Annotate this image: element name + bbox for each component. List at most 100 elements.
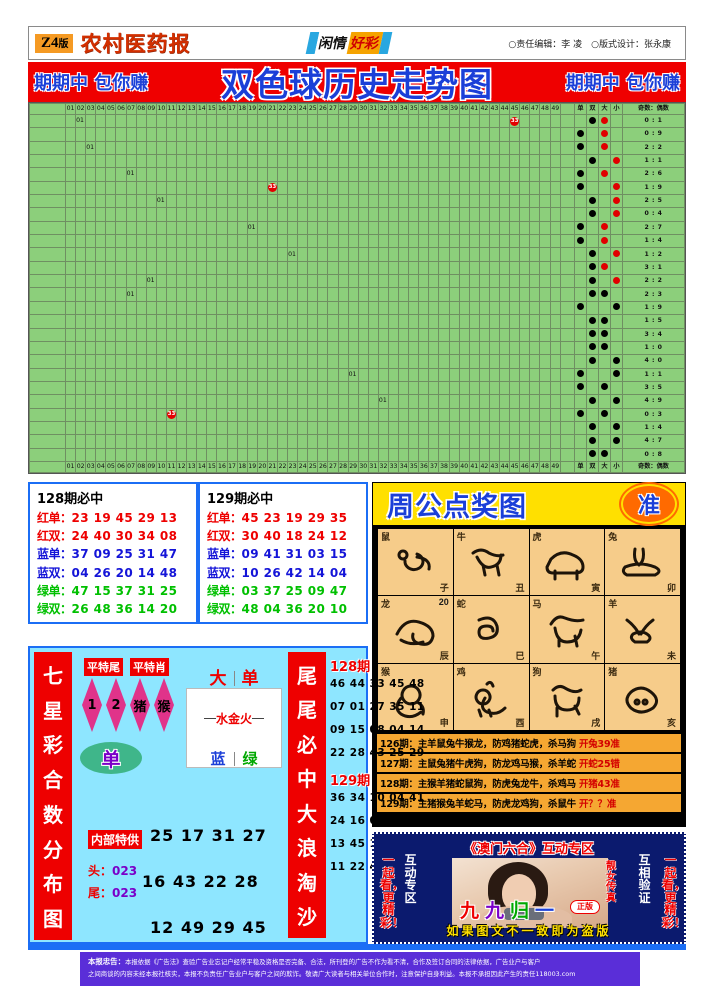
trend-cell: 01 <box>145 274 157 289</box>
interactive-ad-banner[interactable]: 《澳门六合》互动专区 一起看，更精彩！ 互动专区 互相验证 一起看，更精彩！ 靓… <box>372 832 686 944</box>
trend-cell <box>64 194 77 209</box>
trend-cell <box>438 207 450 222</box>
status-dot <box>589 276 596 284</box>
trend-cell <box>539 394 551 409</box>
trend-cell <box>246 167 258 182</box>
trend-cell <box>478 327 490 342</box>
trend-cell <box>236 447 248 463</box>
spacer-cell <box>560 340 575 356</box>
trend-cell <box>509 180 521 196</box>
trend-cell <box>236 407 248 422</box>
trend-cell <box>337 447 349 463</box>
xiao-marker <box>610 207 623 222</box>
trend-cell <box>478 220 490 236</box>
da-marker <box>598 154 611 169</box>
trend-cell <box>377 247 390 262</box>
trend-cell <box>287 194 299 209</box>
odd-even-ratio: 2 : 2 <box>622 140 685 156</box>
ad-right-inner-char: 相 <box>638 865 651 880</box>
trend-cell <box>216 394 228 409</box>
ad-left-outer-char: ， <box>392 878 405 893</box>
trend-cell <box>377 380 390 396</box>
trend-cell <box>64 180 77 196</box>
trend-cell <box>145 394 157 409</box>
trend-cell <box>418 380 430 396</box>
trend-cell <box>519 394 531 409</box>
trend-cell <box>186 394 198 409</box>
summary-header: 奇数：偶数 <box>622 461 685 473</box>
trend-cell <box>307 140 319 156</box>
trend-cell <box>519 420 531 436</box>
da-marker <box>598 140 611 156</box>
trend-cell <box>115 260 127 276</box>
trend-cell <box>75 327 87 342</box>
trend-cell <box>448 154 460 169</box>
paper-title: 农村医药报 <box>80 31 191 56</box>
xiao-marker <box>610 194 623 209</box>
trend-cell <box>85 394 97 409</box>
column-header: 07 <box>125 461 137 473</box>
trend-cell <box>357 260 369 276</box>
bizhong-row: 蓝双：10 26 42 14 04 <box>207 564 361 582</box>
trend-cell <box>307 314 319 329</box>
trend-cell <box>478 154 490 169</box>
trend-cell <box>549 220 561 236</box>
trend-cell <box>337 247 349 262</box>
trend-cell <box>297 154 309 169</box>
trend-cell <box>64 434 77 449</box>
trend-cell <box>337 207 349 222</box>
trend-cell <box>105 180 117 196</box>
trend-cell <box>448 260 460 276</box>
column-header: 07 <box>125 103 137 115</box>
column-header: 37 <box>428 103 440 115</box>
trend-cell <box>499 207 511 222</box>
trend-cell <box>458 434 470 449</box>
trend-cell <box>337 113 349 129</box>
trend-cell <box>256 274 268 289</box>
trend-cell <box>75 247 87 262</box>
masthead: Z4版 农村医药报 闲情 好彩 ○责任编辑：李 凌 ○版式设计：张永康 <box>28 26 686 60</box>
trend-cell <box>196 207 208 222</box>
status-dot <box>601 383 608 391</box>
spacer-cell <box>560 327 575 342</box>
odd-even-ratio: 3 : 4 <box>622 327 685 342</box>
trend-cell <box>509 367 521 382</box>
trend-cell <box>196 354 208 369</box>
ad-right-outer-char: 看 <box>662 878 675 893</box>
trend-cell <box>488 367 501 382</box>
trend-cell <box>115 194 127 209</box>
trend-row: 01 1 : 2 <box>29 247 685 262</box>
trend-cell <box>307 113 319 129</box>
weiwei-title-char: 沙 <box>297 905 317 930</box>
trend-cell <box>196 367 208 382</box>
trend-cell <box>529 194 541 209</box>
ad-left-inner-char: 专 <box>404 878 417 893</box>
trend-cell <box>246 314 258 329</box>
odd-even-ratio: 2 : 3 <box>622 287 685 302</box>
zodiac-cell-goat: 羊未 <box>605 596 680 663</box>
trend-cell <box>549 394 561 409</box>
trend-cell <box>317 420 329 436</box>
trend-cell <box>75 180 87 196</box>
status-dot <box>577 223 584 231</box>
trend-cell <box>297 300 309 316</box>
trend-cell <box>75 194 87 209</box>
trend-cell <box>64 260 77 276</box>
trend-cell <box>266 340 278 356</box>
trend-cell <box>357 234 369 249</box>
trend-cell <box>387 407 400 422</box>
trend-cell <box>387 220 400 236</box>
trend-cell <box>226 140 238 156</box>
xiao-marker <box>610 247 623 262</box>
trend-cell <box>478 340 490 356</box>
trend-cell <box>176 113 188 129</box>
trend-cell <box>307 367 319 382</box>
trend-cell <box>287 140 299 156</box>
summary-header: 单 <box>574 103 587 115</box>
column-header: 34 <box>398 103 410 115</box>
trend-cell <box>145 300 157 316</box>
trend-cell <box>377 194 390 209</box>
trend-cell <box>317 407 329 422</box>
spacer-cell <box>560 113 575 129</box>
trend-cell <box>256 180 268 196</box>
